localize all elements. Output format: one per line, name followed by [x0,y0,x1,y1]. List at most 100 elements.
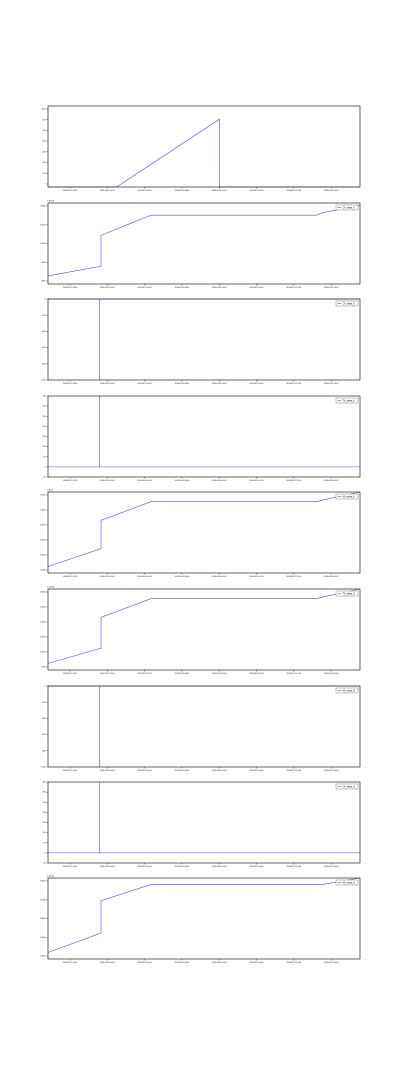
y-tick-label: 100 [42,446,45,448]
series-line-1 [47,491,361,567]
x-tick-label: 2018-05-25 20:00 [249,962,263,964]
y-tick-label: 250 [42,802,45,804]
x-tick-label: 2018-05-17 02:00 [63,673,77,675]
x-tick-label: 2018-05-24 02:00 [212,673,226,675]
y-tick-label: -800 [42,750,46,752]
x-tick-label: 2018-05-20 14:00 [137,673,151,675]
y-tick-label: 0 [44,184,45,186]
y-tick-label: 4000 [41,281,45,283]
x-tick-label: 2018-05-29 08:00 [324,770,338,772]
x-tick-label: 2018-05-27 14:00 [287,962,301,964]
y-tick-label: -50 [43,477,46,479]
y-tick-label: 600 [42,141,45,143]
x-tick-label: 2018-05-22 08:00 [175,576,189,578]
axis-offset-text: 1.301e6 [47,876,54,878]
y-tick-label: 300 [42,792,45,794]
x-tick-label: 2018-05-24 02:00 [212,770,226,772]
y-tick-label: 0 [44,852,45,854]
y-tick-label: -50 [43,863,46,865]
axis-offset-text: 1.30e6 [47,490,53,492]
x-tick-label: 2018-05-20 14:00 [137,576,151,578]
y-tick-label: -1000 [41,380,46,382]
y-tick-label: 30000 [40,881,45,883]
x-tick-label: 2018-05-27 14:00 [287,770,301,772]
chart-panel-6: 5000 10000 15000 20000 25000 30000 2018-05-17 … [40,587,361,675]
y-tick-label: 25000 [40,525,45,527]
x-tick-label: 2018-05-17 02:00 [63,190,77,192]
chart-panel-1: 0 150 300 450 600 750 900 1050 2018-05-17 02:00 2… [41,105,361,192]
x-tick-label: 2018-05-22 08:00 [175,770,189,772]
y-tick-label: 16000 [40,224,45,226]
series-line-1 [47,205,361,277]
x-tick-label: 2018-05-27 14:00 [287,287,301,289]
x-tick-label: 2018-05-24 02:00 [212,480,226,482]
y-tick-label: 350 [42,782,45,784]
y-tick-label: 35000 [40,495,45,497]
y-tick-label: 1050 [41,109,45,111]
legend-label: WI_sales_B [343,689,356,692]
x-tick-label: 2018-05-29 08:00 [324,383,338,385]
axes-frame [47,877,361,960]
y-tick-label: 300 [42,162,45,164]
x-tick-label: 2018-05-29 08:00 [324,866,338,868]
x-tick-label: 2018-05-27 14:00 [287,383,301,385]
series-line-1 [48,396,360,468]
legend-box [335,879,359,886]
y-tick-label: -1000 [41,767,46,769]
axes-frame [47,588,361,671]
y-tick-label: -800 [42,363,46,365]
x-tick-label: 2018-05-20 14:00 [137,383,151,385]
x-tick-label: 2018-05-22 08:00 [175,480,189,482]
legend: WI_sales_B [335,687,359,694]
x-tick-label: 2018-05-29 08:00 [324,576,338,578]
axes-frame [47,781,361,864]
x-tick-label: 2018-05-20 14:00 [137,480,151,482]
y-tick-label: 150 [42,436,45,438]
y-tick-label: 25000 [40,607,45,609]
x-tick-label: 2018-05-24 02:00 [212,962,226,964]
x-tick-label: 2018-05-20 14:00 [137,190,151,192]
x-tick-label: 2018-05-25 20:00 [249,287,263,289]
y-tick-label: 20000 [40,206,45,208]
y-tick-label: 8000 [41,262,45,264]
axis-offset-text: 1.302e6 [47,201,54,203]
y-tick-label: 20000 [40,540,45,542]
y-tick-label: 15000 [40,937,45,939]
chart-panel-2: 4000 8000 12000 16000 20000 2018-05-17 02:00 2… [40,201,361,289]
x-tick-label: 2018-05-29 08:00 [324,962,338,964]
y-tick-label: 150 [42,822,45,824]
x-tick-label: 2018-05-17 02:00 [63,962,77,964]
x-tick-label: 2018-05-25 20:00 [249,190,263,192]
axis-offset-text: 1.303e6 [47,587,54,589]
legend: CA_sales_H [335,783,359,790]
x-tick-label: 2018-05-25 20:00 [249,866,263,868]
x-tick-label: 2018-05-29 08:00 [324,190,338,192]
legend: TX_sales_K [335,397,359,404]
y-tick-label: 0 [44,686,45,688]
y-tick-label: 350 [42,396,45,398]
x-tick-label: 2018-05-22 08:00 [175,866,189,868]
x-tick-label: 2018-05-29 08:00 [324,287,338,289]
y-tick-label: 30000 [40,592,45,594]
series-line-1 [48,298,360,380]
legend: CA_sales_K [335,204,359,211]
x-tick-label: 2018-05-22 08:00 [175,287,189,289]
y-tick-label: -200 [42,315,46,317]
x-tick-label: 2018-05-18 20:00 [100,383,114,385]
y-tick-label: 10000 [40,956,45,958]
x-tick-label: 2018-05-27 14:00 [287,673,301,675]
legend: TX_sales_B [335,590,359,597]
x-tick-label: 2018-05-17 02:00 [63,287,77,289]
legend-label: CA_sales_B [343,302,356,305]
x-tick-label: 2018-05-18 20:00 [100,480,114,482]
y-tick-label: 900 [42,119,45,121]
axes-frame [47,298,361,381]
y-tick-label: 300 [42,406,45,408]
chart-panel-5: 10000 15000 20000 25000 30000 35000 2018-05-17… [40,490,361,578]
x-tick-label: 2018-05-24 02:00 [212,866,226,868]
y-tick-label: -600 [42,347,46,349]
x-tick-label: 2018-05-22 08:00 [175,190,189,192]
x-tick-label: 2018-05-18 20:00 [100,962,114,964]
y-tick-label: -400 [42,331,46,333]
